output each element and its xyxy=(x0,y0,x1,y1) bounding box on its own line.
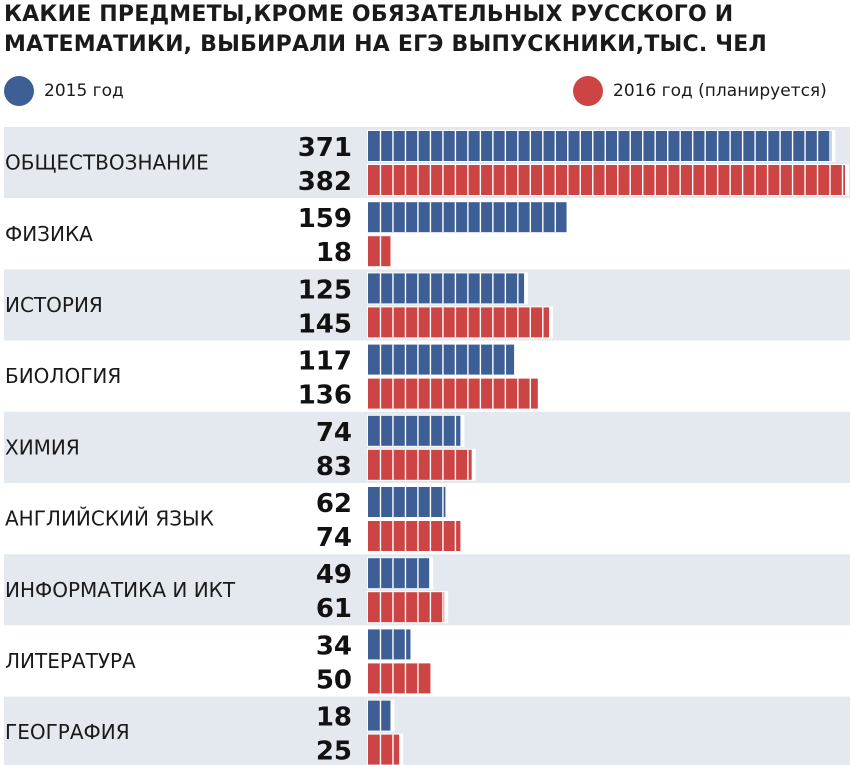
value-label: 83 xyxy=(316,452,352,482)
value-label: 62 xyxy=(316,489,352,519)
chart-title: КАКИЕ ПРЕДМЕТЫ,КРОМЕ ОБЯЗАТЕЛЬНЫХ РУССКО… xyxy=(4,2,767,57)
bar xyxy=(368,663,431,694)
bar xyxy=(368,378,538,409)
category-label: ГЕОГРАФИЯ xyxy=(5,720,130,744)
bar xyxy=(368,629,411,660)
bar xyxy=(368,487,446,517)
category-label: АНГЛИЙСКИЙ ЯЗЫК xyxy=(5,507,214,531)
category-label: ИНФОРМАТИКА И ИКТ xyxy=(5,578,236,602)
bar xyxy=(368,273,525,304)
value-label: 18 xyxy=(316,703,352,733)
value-label: 18 xyxy=(316,238,352,268)
bar xyxy=(368,307,550,338)
legend-label-2016: 2016 год (планируется) xyxy=(613,81,827,101)
legend-swatch-2016 xyxy=(573,76,603,106)
row-band xyxy=(4,696,850,765)
value-label: 61 xyxy=(316,594,352,624)
value-label: 125 xyxy=(298,275,352,305)
bar xyxy=(368,236,391,267)
value-label: 117 xyxy=(298,347,352,377)
value-label: 49 xyxy=(316,560,352,590)
legend-item-2016: 2016 год (планируется) xyxy=(573,76,827,106)
value-label: 159 xyxy=(298,204,352,234)
legend-label-2015: 2015 год xyxy=(44,81,124,101)
value-label: 371 xyxy=(298,133,352,163)
category-label: ХИМИЯ xyxy=(5,435,80,459)
category-label: БИОЛОГИЯ xyxy=(5,364,121,388)
bar xyxy=(368,558,430,589)
value-label: 34 xyxy=(316,631,352,661)
value-label: 382 xyxy=(298,167,352,197)
bar xyxy=(368,415,461,446)
bar xyxy=(368,700,391,731)
category-label: ЛИТЕРАТУРА xyxy=(5,649,136,673)
value-label: 145 xyxy=(298,309,352,339)
category-label: ОБЩЕСТВОЗНАНИЕ xyxy=(5,151,209,175)
bar xyxy=(368,131,832,161)
value-label: 74 xyxy=(316,418,352,448)
bar xyxy=(368,521,461,551)
value-label: 136 xyxy=(298,381,352,411)
bar xyxy=(368,165,845,195)
legend-item-2015: 2015 год xyxy=(4,76,124,106)
value-label: 74 xyxy=(316,523,352,553)
bar xyxy=(368,734,400,765)
category-label: ИСТОРИЯ xyxy=(5,293,103,317)
category-label: ФИЗИКА xyxy=(5,222,93,246)
legend-swatch-2015 xyxy=(4,76,34,106)
value-label: 25 xyxy=(316,737,352,765)
value-label: 50 xyxy=(316,665,352,695)
bar xyxy=(368,449,472,480)
